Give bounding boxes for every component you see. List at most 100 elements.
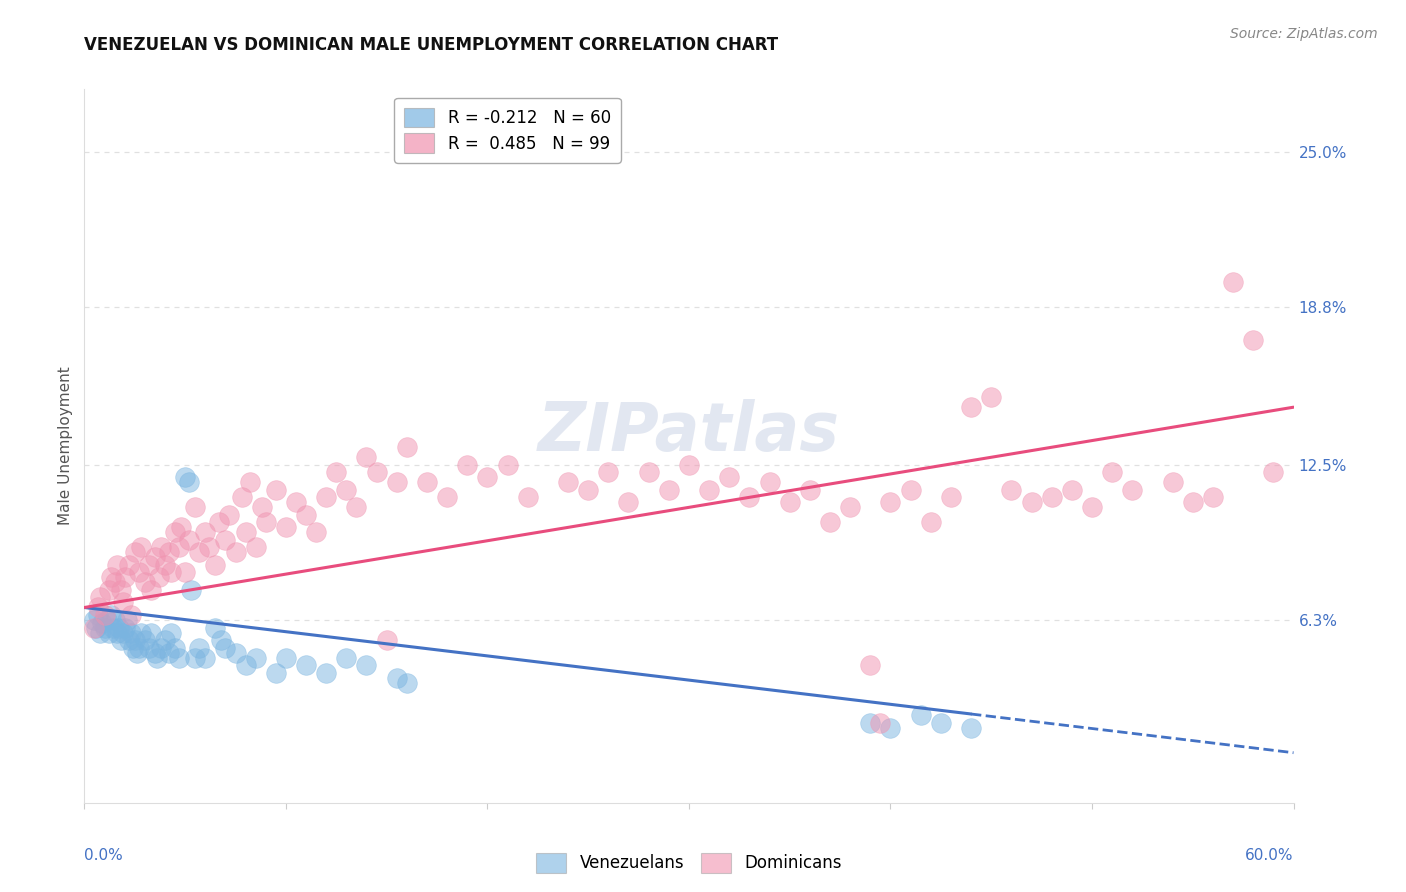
Point <box>174 566 197 580</box>
Point <box>179 475 201 490</box>
Point <box>146 650 169 665</box>
Point <box>111 595 134 609</box>
Point <box>274 650 297 665</box>
Point <box>395 440 418 454</box>
Point <box>697 483 720 497</box>
Point <box>1202 491 1225 505</box>
Point <box>617 495 640 509</box>
Point <box>129 625 152 640</box>
Point <box>188 545 211 559</box>
Point <box>346 500 368 515</box>
Point <box>1081 500 1104 515</box>
Point <box>114 621 136 635</box>
Point <box>231 491 253 505</box>
Point <box>105 625 128 640</box>
Point <box>576 483 599 497</box>
Point <box>115 613 138 627</box>
Point <box>658 483 681 497</box>
Point <box>149 541 172 555</box>
Point <box>1241 333 1264 347</box>
Point <box>385 671 408 685</box>
Point <box>335 483 357 497</box>
Point <box>120 625 142 640</box>
Point <box>101 621 124 635</box>
Point <box>87 607 110 622</box>
Legend: Venezuelans, Dominicans: Venezuelans, Dominicans <box>530 847 848 880</box>
Point <box>87 600 110 615</box>
Point <box>89 625 111 640</box>
Point <box>194 650 217 665</box>
Y-axis label: Male Unemployment: Male Unemployment <box>58 367 73 525</box>
Point <box>1000 483 1022 497</box>
Point <box>1021 495 1043 509</box>
Point <box>456 458 478 472</box>
Point <box>1161 475 1184 490</box>
Point <box>129 541 152 555</box>
Point <box>97 582 120 597</box>
Point <box>1121 483 1143 497</box>
Point <box>225 646 247 660</box>
Point <box>179 533 201 547</box>
Point <box>121 640 143 655</box>
Text: VENEZUELAN VS DOMINICAN MALE UNEMPLOYMENT CORRELATION CHART: VENEZUELAN VS DOMINICAN MALE UNEMPLOYMEN… <box>84 36 779 54</box>
Point <box>980 390 1002 404</box>
Point <box>188 640 211 655</box>
Point <box>900 483 922 497</box>
Point <box>214 533 236 547</box>
Point <box>100 570 122 584</box>
Point <box>128 640 150 655</box>
Point <box>124 633 146 648</box>
Point <box>818 516 841 530</box>
Point <box>1060 483 1083 497</box>
Point <box>1181 495 1204 509</box>
Point <box>335 650 357 665</box>
Point <box>125 646 148 660</box>
Point <box>859 658 882 673</box>
Point <box>929 715 952 730</box>
Point <box>235 525 257 540</box>
Point <box>366 465 388 479</box>
Point <box>718 470 741 484</box>
Point <box>214 640 236 655</box>
Point <box>910 708 932 723</box>
Point <box>184 650 207 665</box>
Point <box>139 625 162 640</box>
Point <box>1101 465 1123 479</box>
Point <box>105 558 128 572</box>
Point <box>678 458 700 472</box>
Point <box>120 607 142 622</box>
Text: Source: ZipAtlas.com: Source: ZipAtlas.com <box>1230 27 1378 41</box>
Point <box>134 575 156 590</box>
Point <box>960 721 983 735</box>
Point <box>149 640 172 655</box>
Point <box>250 500 273 515</box>
Point <box>143 550 166 565</box>
Point <box>107 621 129 635</box>
Point <box>111 625 134 640</box>
Point <box>157 646 180 660</box>
Point <box>118 558 141 572</box>
Point <box>138 640 160 655</box>
Point <box>235 658 257 673</box>
Point <box>157 545 180 559</box>
Point <box>516 491 538 505</box>
Point <box>879 721 901 735</box>
Point <box>204 558 226 572</box>
Point <box>184 500 207 515</box>
Point <box>134 633 156 648</box>
Point <box>96 613 118 627</box>
Point <box>167 541 190 555</box>
Point <box>738 491 761 505</box>
Point <box>395 675 418 690</box>
Point <box>305 525 328 540</box>
Point <box>245 541 267 555</box>
Point <box>160 625 183 640</box>
Point <box>110 582 132 597</box>
Point <box>779 495 801 509</box>
Point <box>148 570 170 584</box>
Point <box>128 566 150 580</box>
Point <box>167 650 190 665</box>
Point <box>97 625 120 640</box>
Point <box>110 633 132 648</box>
Point <box>170 520 193 534</box>
